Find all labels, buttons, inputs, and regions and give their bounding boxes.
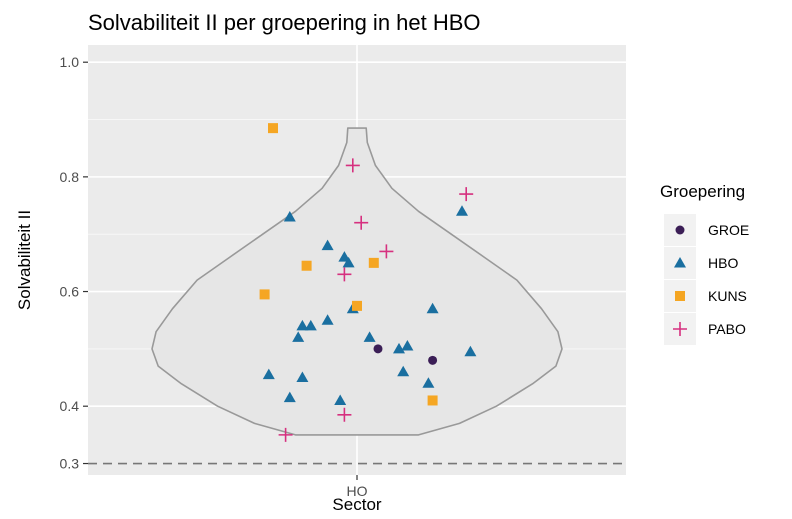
point-pabo	[337, 267, 352, 282]
point-hbo	[363, 331, 376, 342]
point-hbo	[283, 391, 296, 403]
points-layer	[259, 123, 477, 442]
point-hbo	[304, 319, 317, 331]
legend-marker-kuns	[675, 291, 685, 301]
point-pabo	[337, 407, 352, 422]
point-hbo	[321, 314, 334, 325]
violin-layer	[151, 127, 563, 436]
legend-label-pabo: PABO	[708, 321, 746, 337]
point-pabo	[278, 427, 293, 442]
legend-marker-hbo	[674, 257, 686, 268]
point-groe	[373, 344, 383, 354]
legend-label-kuns: KUNS	[708, 288, 747, 304]
x-axis-title: Sector	[332, 495, 381, 514]
point-pabo	[379, 244, 394, 259]
point-pabo	[459, 187, 474, 202]
point-kuns	[259, 289, 270, 300]
legend: Groepering GROE HBO KUNS PABO	[660, 182, 749, 345]
legend-label-hbo: HBO	[708, 255, 738, 271]
point-hbo	[401, 340, 414, 351]
point-kuns	[427, 395, 438, 406]
legend-title: Groepering	[660, 182, 745, 201]
y-tick-label: 0.3	[60, 456, 80, 472]
point-hbo	[422, 377, 435, 388]
point-kuns	[301, 260, 312, 271]
point-hbo	[397, 365, 410, 377]
point-hbo	[296, 371, 309, 383]
x-axis: HO	[347, 475, 368, 499]
chart-title: Solvabiliteit II per groepering in het H…	[88, 10, 481, 35]
x-tick-label: HO	[347, 483, 368, 499]
y-tick-label: 0.6	[60, 284, 80, 300]
point-hbo	[283, 211, 296, 222]
y-tick-label: 1.0	[60, 54, 80, 70]
point-hbo	[464, 345, 477, 357]
point-hbo	[393, 342, 405, 354]
legend-marker-groe	[675, 225, 685, 235]
point-groe	[428, 355, 438, 365]
y-axis: 0.3 0.4 0.6 0.8 1.0	[60, 54, 88, 472]
point-hbo	[342, 256, 355, 268]
point-hbo	[426, 302, 439, 314]
point-kuns	[368, 257, 379, 268]
y-tick-label: 0.4	[60, 398, 80, 414]
y-axis-title: Solvabiliteit II	[15, 210, 34, 310]
point-hbo	[292, 331, 305, 342]
point-kuns	[268, 123, 278, 134]
point-hbo	[321, 239, 334, 251]
violin-shape	[151, 127, 563, 436]
point-pabo	[345, 158, 360, 173]
point-pabo	[354, 215, 369, 230]
y-tick-label: 0.8	[60, 169, 80, 185]
point-hbo	[262, 368, 275, 380]
legend-label-groe: GROE	[708, 222, 749, 238]
point-hbo	[296, 319, 309, 331]
point-hbo	[456, 205, 468, 216]
point-hbo	[334, 394, 347, 405]
legend-marker-pabo	[673, 322, 687, 336]
point-kuns	[352, 300, 362, 311]
